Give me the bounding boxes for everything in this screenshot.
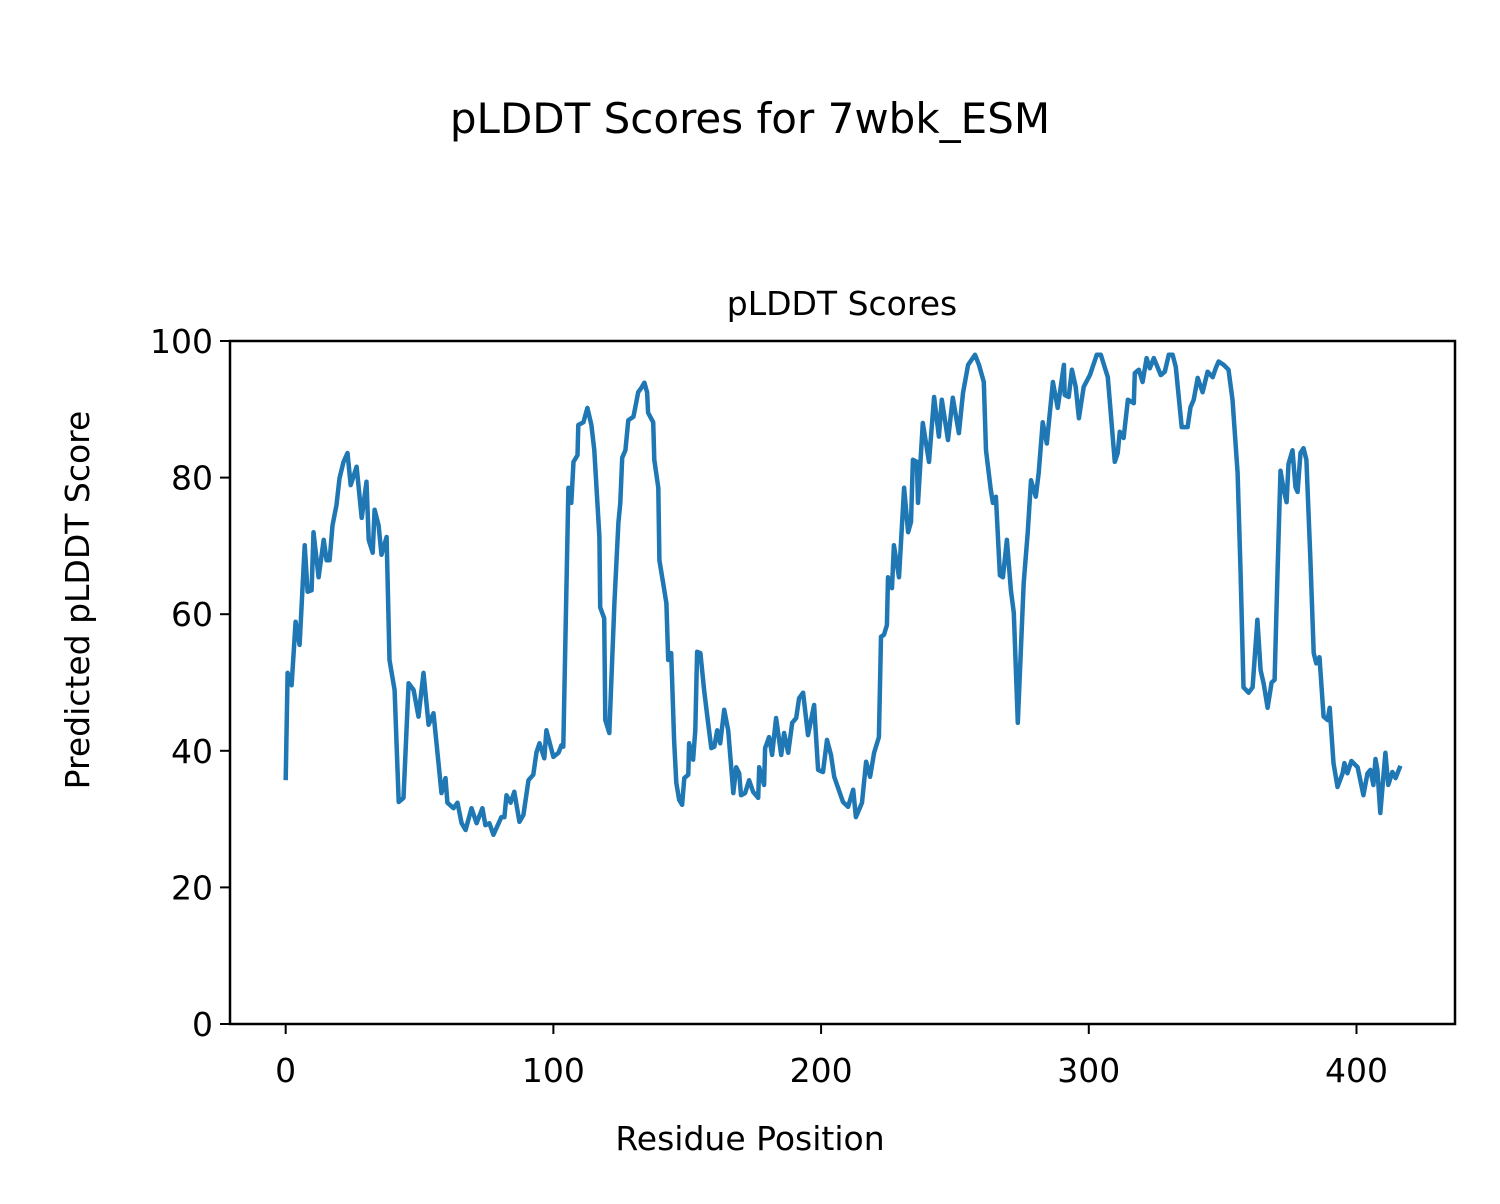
axes-title: pLDDT Scores [727, 284, 957, 323]
plot-area [283, 352, 1403, 838]
y-tick-label: 20 [171, 868, 213, 907]
axes-frame [228, 339, 1457, 1026]
axis-ticks: 0 100 200 300 400 0 20 40 60 80 100 [150, 322, 1388, 1090]
y-axis-label: Predicted pLDDT Score [58, 411, 97, 790]
y-tick-label: 0 [192, 1005, 213, 1044]
y-tick-label: 80 [171, 459, 213, 498]
y-tick-label: 40 [171, 732, 213, 771]
y-tick-label: 60 [171, 595, 213, 634]
x-tick-label: 400 [1325, 1051, 1388, 1090]
y-tick-label: 100 [150, 322, 213, 361]
x-tick-label: 200 [790, 1051, 853, 1090]
x-tick-label: 300 [1057, 1051, 1120, 1090]
plddt-series-line [283, 352, 1403, 838]
x-axis-label: Residue Position [615, 1119, 884, 1158]
x-tick-label: 0 [275, 1051, 296, 1090]
x-tick-label: 100 [522, 1051, 585, 1090]
figure-title: pLDDT Scores for 7wbk_ESM [450, 94, 1050, 143]
